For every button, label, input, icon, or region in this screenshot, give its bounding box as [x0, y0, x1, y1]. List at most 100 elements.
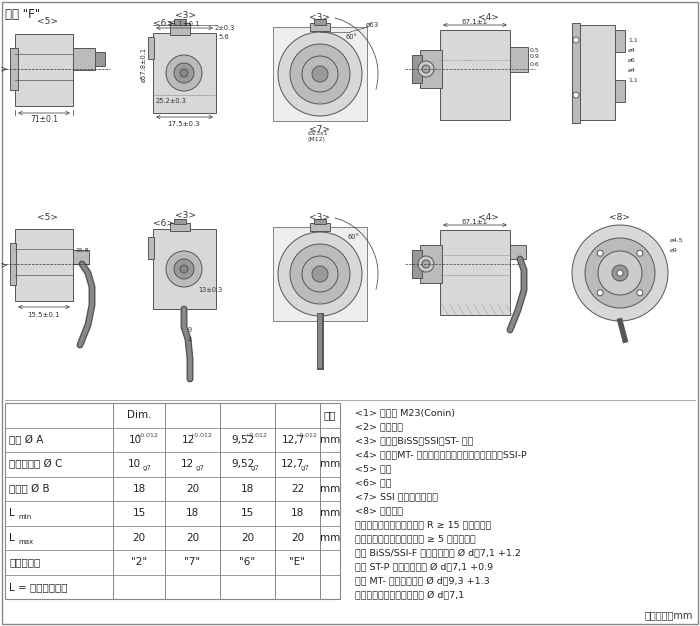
Text: 5.6: 5.6: [218, 34, 229, 40]
Text: mm: mm: [320, 533, 340, 543]
Text: g7: g7: [251, 465, 260, 471]
Text: 9,52: 9,52: [231, 459, 254, 470]
Text: 18: 18: [241, 484, 254, 494]
Bar: [510, 245, 526, 259]
Text: <4>: <4>: [477, 13, 498, 21]
Text: 67.1±1: 67.1±1: [462, 219, 488, 225]
Circle shape: [617, 270, 623, 276]
Bar: [15, 34, 73, 106]
Bar: [5, 403, 340, 599]
Text: +0.012: +0.012: [294, 433, 317, 438]
Bar: [273, 227, 367, 321]
Text: min: min: [18, 514, 32, 520]
Circle shape: [598, 251, 642, 295]
Bar: [420, 50, 442, 88]
Text: ø6: ø6: [628, 58, 636, 63]
Text: ø4: ø4: [628, 68, 636, 73]
Bar: [412, 250, 422, 278]
Bar: [310, 223, 330, 231]
Text: 固定安装时的电缆弯曲半径 ≥ 5 倍电缆直径: 固定安装时的电缆弯曲半径 ≥ 5 倍电缆直径: [355, 534, 476, 543]
Bar: [314, 219, 326, 224]
Bar: [153, 229, 216, 309]
Text: <5> 轴向: <5> 轴向: [355, 464, 391, 473]
Bar: [15, 229, 73, 301]
Text: 15: 15: [132, 508, 146, 518]
Text: <3>: <3>: [176, 11, 197, 19]
Text: L: L: [9, 508, 15, 518]
Text: 9,52: 9,52: [232, 434, 255, 444]
Text: "6": "6": [239, 557, 255, 567]
Text: 匹配连接轴 Ø C: 匹配连接轴 Ø C: [9, 459, 62, 470]
Bar: [580, 25, 615, 120]
Text: 10: 10: [128, 434, 141, 444]
Text: ø4: ø4: [628, 48, 636, 53]
Text: 0.5: 0.5: [530, 48, 540, 53]
Text: 弹性安装时的电缆弯曲半径 R ≥ 15 倍电缆直径: 弹性安装时的电缆弯曲半径 R ≥ 15 倍电缆直径: [355, 520, 491, 529]
Text: 20: 20: [186, 484, 199, 494]
Text: 盲轴 "F": 盲轴 "F": [5, 8, 40, 21]
Bar: [615, 80, 625, 102]
Text: 9: 9: [188, 327, 192, 333]
Circle shape: [422, 260, 430, 268]
Text: 12: 12: [181, 459, 194, 470]
Circle shape: [278, 232, 362, 316]
Bar: [273, 27, 367, 121]
Bar: [314, 19, 326, 25]
Text: <8>: <8>: [610, 212, 631, 222]
Text: 20: 20: [291, 533, 304, 543]
Text: "7": "7": [184, 557, 201, 567]
Text: 53.1±0.1: 53.1±0.1: [167, 21, 200, 27]
Text: 18: 18: [291, 508, 304, 518]
Bar: [617, 225, 623, 235]
Text: 18: 18: [132, 484, 146, 494]
Text: Dim.: Dim.: [127, 410, 151, 420]
Text: 20: 20: [241, 533, 254, 543]
Text: 60°: 60°: [346, 34, 358, 40]
Text: <3> 接口：BiSS、SSI、ST- 并行: <3> 接口：BiSS、SSI、ST- 并行: [355, 436, 473, 445]
Text: <4> 接口：MT- 并行（仅适用电缆）、现场总线、SSI-P: <4> 接口：MT- 并行（仅适用电缆）、现场总线、SSI-P: [355, 450, 526, 459]
Circle shape: [637, 250, 643, 256]
Bar: [412, 55, 422, 83]
Text: ø57.8±0.1: ø57.8±0.1: [141, 48, 147, 83]
Text: 25.2±0.3: 25.2±0.3: [156, 98, 187, 104]
Text: <6> 径向: <6> 径向: [355, 478, 391, 487]
Bar: [170, 223, 190, 231]
Text: <4>: <4>: [477, 212, 498, 222]
Text: 67.1±1: 67.1±1: [462, 19, 488, 25]
Text: 15.5±0.1: 15.5±0.1: [28, 312, 60, 318]
Text: <1> 连接器 M23(Conin): <1> 连接器 M23(Conin): [355, 408, 455, 417]
Text: 20: 20: [132, 533, 146, 543]
Text: mm: mm: [320, 459, 340, 470]
Text: mm: mm: [320, 484, 340, 494]
Text: (M12): (M12): [308, 136, 326, 141]
Text: 12: 12: [182, 434, 195, 444]
Circle shape: [312, 66, 328, 82]
Circle shape: [573, 92, 579, 98]
Text: 轴型号代码: 轴型号代码: [9, 557, 41, 567]
Circle shape: [637, 290, 643, 296]
Bar: [148, 237, 154, 259]
Text: 18: 18: [186, 508, 199, 518]
Text: 2±0.3: 2±0.3: [215, 25, 235, 31]
Circle shape: [302, 256, 338, 292]
Text: +0.012: +0.012: [189, 433, 212, 438]
Text: 1.1: 1.1: [628, 78, 638, 83]
Circle shape: [302, 56, 338, 92]
Text: L = 连接轴的深度: L = 连接轴的深度: [9, 582, 67, 592]
Circle shape: [290, 244, 350, 304]
Text: g7: g7: [196, 465, 205, 471]
Bar: [153, 33, 216, 113]
Text: Ø23x1: Ø23x1: [308, 130, 328, 135]
Text: max: max: [18, 539, 33, 545]
Text: 15: 15: [241, 508, 254, 518]
Text: ø9: ø9: [670, 247, 678, 252]
Text: g7: g7: [143, 465, 151, 471]
Circle shape: [597, 250, 603, 256]
Circle shape: [597, 290, 603, 296]
Text: <7>: <7>: [309, 125, 330, 135]
Text: ø4.5: ø4.5: [670, 237, 684, 242]
Text: +0.012: +0.012: [136, 433, 158, 438]
Text: 4: 4: [188, 337, 192, 343]
Bar: [10, 48, 18, 90]
Text: 17.5±0.3: 17.5±0.3: [167, 121, 200, 127]
